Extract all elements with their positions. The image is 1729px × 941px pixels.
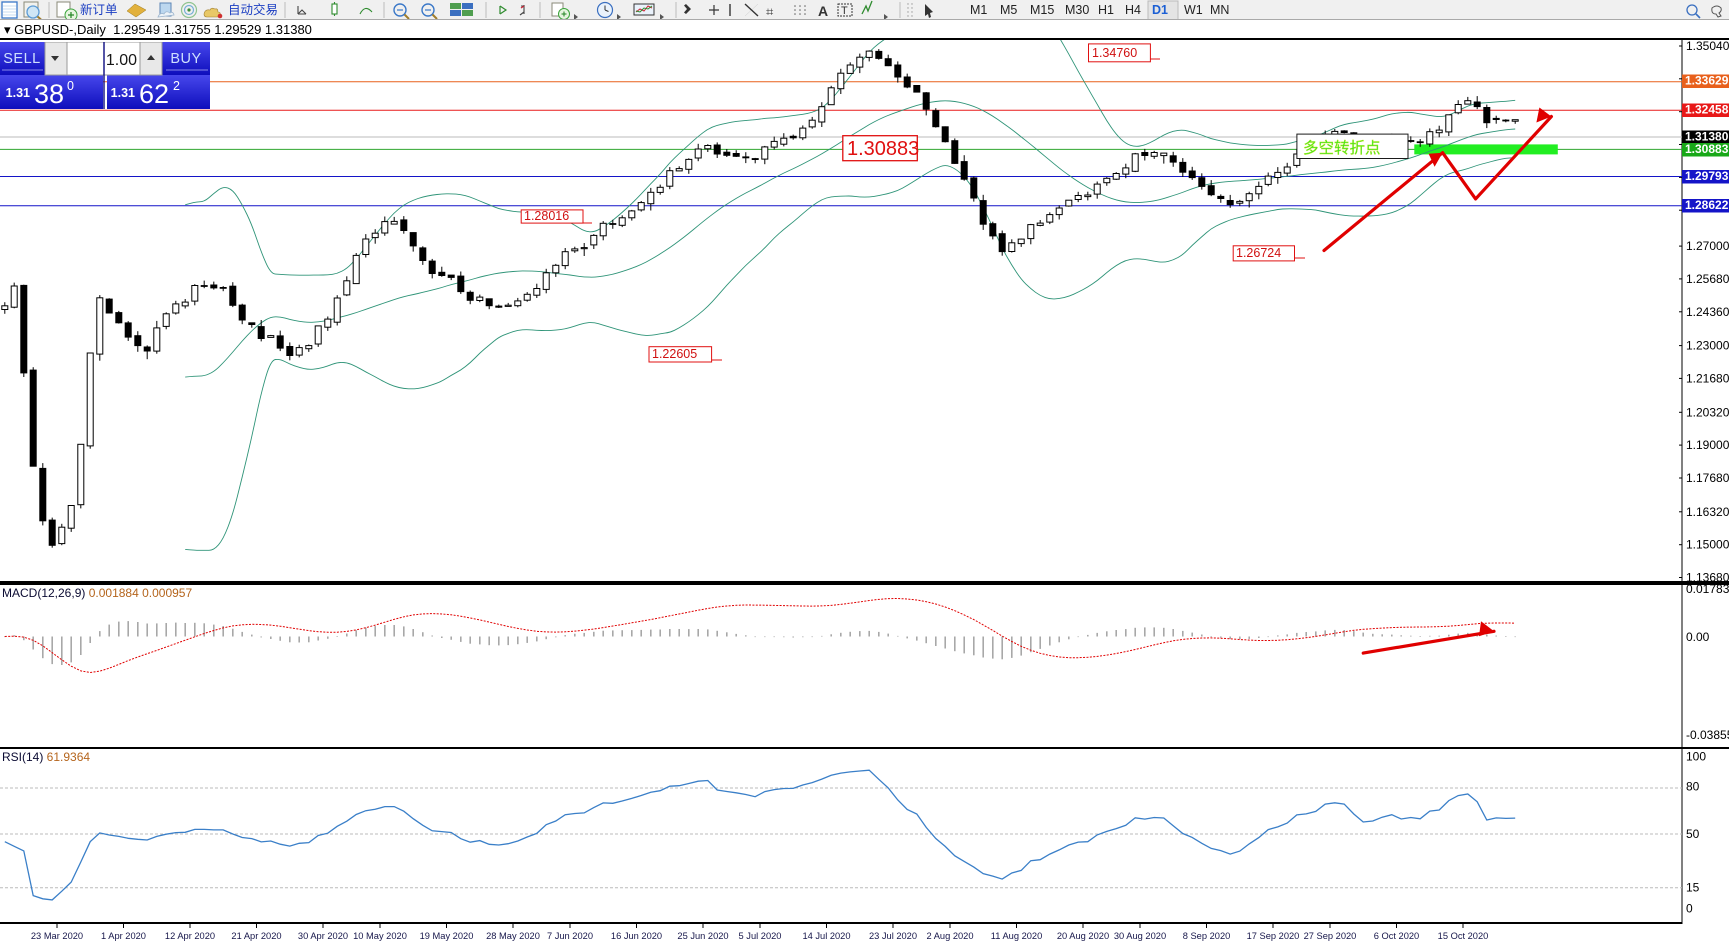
svg-text:1.28016: 1.28016 (524, 209, 569, 223)
svg-text:1.24360: 1.24360 (1686, 305, 1729, 319)
svg-text:H4: H4 (1125, 3, 1141, 17)
svg-text:0.00: 0.00 (1686, 630, 1710, 644)
svg-text:SELL: SELL (3, 51, 40, 67)
svg-text:1.27000: 1.27000 (1686, 239, 1729, 253)
svg-text:1.22605: 1.22605 (652, 347, 697, 361)
svg-text:D1: D1 (1152, 3, 1168, 17)
svg-text:1.25680: 1.25680 (1686, 272, 1729, 286)
svg-text:7 Jun 2020: 7 Jun 2020 (547, 931, 593, 941)
svg-text:1.16320: 1.16320 (1686, 505, 1729, 519)
svg-text:W1: W1 (1184, 3, 1203, 17)
svg-text:0.017833: 0.017833 (1686, 585, 1729, 596)
svg-text:1.29793: 1.29793 (1685, 169, 1729, 183)
svg-text:50: 50 (1686, 827, 1700, 841)
svg-text:1.17680: 1.17680 (1686, 471, 1729, 485)
svg-text:27 Sep 2020: 27 Sep 2020 (1304, 931, 1357, 941)
svg-text:M1: M1 (970, 3, 987, 17)
svg-text:M5: M5 (1000, 3, 1017, 17)
svg-text:RSI(14) 61.9364: RSI(14) 61.9364 (2, 750, 90, 764)
svg-text:2: 2 (173, 79, 180, 93)
svg-text:38: 38 (34, 79, 64, 109)
svg-text:1.31: 1.31 (6, 86, 30, 100)
svg-text:1.33629: 1.33629 (1685, 74, 1729, 88)
svg-text:5 Jul 2020: 5 Jul 2020 (739, 931, 782, 941)
svg-text:17 Sep 2020: 17 Sep 2020 (1247, 931, 1300, 941)
svg-text:1.30883: 1.30883 (1685, 142, 1729, 156)
svg-text:1.23000: 1.23000 (1686, 339, 1729, 353)
svg-text:6 Oct 2020: 6 Oct 2020 (1374, 931, 1419, 941)
svg-text:23 Mar 2020: 23 Mar 2020 (31, 931, 83, 941)
svg-text:1.15000: 1.15000 (1686, 538, 1729, 552)
svg-text:0: 0 (1686, 902, 1693, 916)
svg-text:15: 15 (1686, 881, 1700, 895)
svg-text:25 Jun 2020: 25 Jun 2020 (677, 931, 728, 941)
svg-text:自动交易: 自动交易 (228, 2, 278, 17)
svg-text:0: 0 (67, 79, 74, 93)
svg-text:80: 80 (1686, 780, 1700, 794)
svg-text:20 Aug 2020: 20 Aug 2020 (1057, 931, 1109, 941)
svg-text:1.35040: 1.35040 (1686, 40, 1729, 53)
svg-text:1.28622: 1.28622 (1685, 198, 1729, 212)
svg-text:BUY: BUY (170, 51, 201, 67)
svg-text:1.32458: 1.32458 (1685, 103, 1729, 117)
svg-text:10 May 2020: 10 May 2020 (353, 931, 407, 941)
svg-text:新订单: 新订单 (80, 2, 118, 17)
svg-text:1.13680: 1.13680 (1686, 571, 1729, 584)
svg-text:多空转折点: 多空转折点 (1303, 139, 1381, 157)
svg-text:H1: H1 (1098, 3, 1114, 17)
svg-text:8 Sep 2020: 8 Sep 2020 (1183, 931, 1231, 941)
svg-text:⌗: ⌗ (766, 4, 774, 19)
svg-text:23 Jul 2020: 23 Jul 2020 (869, 931, 917, 941)
svg-text:62: 62 (139, 79, 169, 109)
svg-text:21 Apr 2020: 21 Apr 2020 (231, 931, 281, 941)
svg-text:30 Apr 2020: 30 Apr 2020 (298, 931, 348, 941)
svg-text:MN: MN (1210, 3, 1229, 17)
svg-text:1.00: 1.00 (106, 52, 137, 69)
svg-text:A: A (818, 3, 828, 19)
svg-text:1.20320: 1.20320 (1686, 405, 1729, 419)
svg-text:12 Apr 2020: 12 Apr 2020 (165, 931, 215, 941)
svg-text:1.31: 1.31 (111, 86, 135, 100)
svg-text:19 May 2020: 19 May 2020 (420, 931, 474, 941)
svg-text:1.19000: 1.19000 (1686, 438, 1729, 452)
svg-text:2 Aug 2020: 2 Aug 2020 (926, 931, 973, 941)
svg-text:MACD(12,26,9) 0.001884 0.00095: MACD(12,26,9) 0.001884 0.000957 (2, 586, 192, 600)
svg-text:M15: M15 (1030, 3, 1054, 17)
svg-text:30 Aug 2020: 30 Aug 2020 (1114, 931, 1166, 941)
svg-text:-0.038559: -0.038559 (1686, 728, 1729, 742)
svg-text:T: T (841, 5, 848, 17)
svg-text:1.30883: 1.30883 (847, 138, 919, 160)
svg-text:14 Jul 2020: 14 Jul 2020 (802, 931, 850, 941)
svg-text:16 Jun 2020: 16 Jun 2020 (611, 931, 662, 941)
svg-text:1.26724: 1.26724 (1236, 246, 1281, 260)
svg-text:1 Apr 2020: 1 Apr 2020 (101, 931, 146, 941)
svg-text:28 May 2020: 28 May 2020 (486, 931, 540, 941)
svg-text:M30: M30 (1065, 3, 1089, 17)
svg-text:11 Aug 2020: 11 Aug 2020 (991, 931, 1043, 941)
svg-text:1.34760: 1.34760 (1092, 46, 1137, 60)
svg-text:15 Oct 2020: 15 Oct 2020 (1438, 931, 1489, 941)
svg-text:100: 100 (1686, 750, 1706, 764)
svg-text:1.21680: 1.21680 (1686, 371, 1729, 385)
